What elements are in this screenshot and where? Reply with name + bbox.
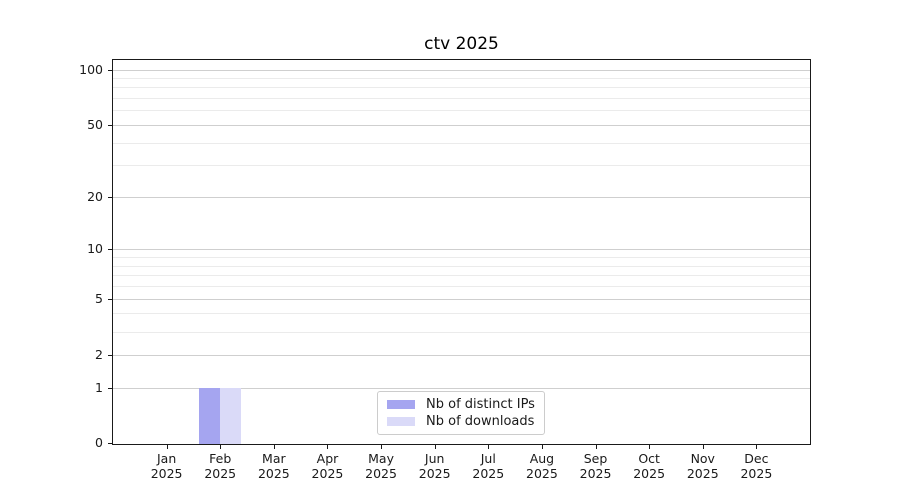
x-tick-year: 2025 — [740, 466, 773, 481]
legend-swatch-icon — [387, 400, 415, 409]
x-tick-year: 2025 — [472, 466, 505, 481]
y-gridline-minor-80 — [113, 87, 810, 89]
x-tick-apr — [327, 445, 329, 449]
bar-nb-of-downloads-feb — [220, 387, 242, 444]
y-gridline-minor-8 — [113, 265, 810, 267]
y-tick-label: 2 — [95, 346, 103, 362]
x-tick-dec — [756, 445, 758, 449]
x-tick-year: 2025 — [257, 466, 290, 481]
legend-item: Nb of distinct IPs — [387, 397, 535, 412]
x-tick-aug — [541, 445, 543, 449]
x-tick-month: Aug — [529, 451, 555, 466]
x-tick-month: May — [368, 451, 394, 466]
x-tick-year: 2025 — [526, 466, 558, 481]
x-tick-year: 2025 — [686, 466, 719, 481]
x-tick-year: 2025 — [204, 466, 237, 481]
x-tick-month: Jun — [424, 451, 445, 466]
x-tick-year: 2025 — [579, 466, 612, 481]
y-tick-label: 20 — [87, 188, 103, 204]
x-tick-jul — [488, 445, 490, 449]
x-tick-month: Jan — [156, 451, 177, 466]
y-gridline-minor-60 — [113, 110, 810, 112]
y-gridline-minor-30 — [113, 165, 810, 167]
x-tick-month: Nov — [690, 451, 715, 466]
x-tick-jan — [166, 445, 168, 449]
y-gridline-minor-9 — [113, 257, 810, 259]
x-tick-mar — [273, 445, 275, 449]
x-tick-label: Feb 2025 — [192, 451, 248, 481]
x-tick-label: Nov 2025 — [675, 451, 731, 481]
x-tick-label: Aug 2025 — [514, 451, 570, 481]
x-tick-year: 2025 — [633, 466, 666, 481]
legend: Nb of distinct IPs Nb of downloads — [377, 391, 545, 435]
y-tick-label: 100 — [79, 61, 103, 77]
x-tick-label: Jan 2025 — [139, 451, 195, 481]
x-tick-month: Apr — [316, 451, 339, 466]
legend-label: Nb of downloads — [426, 414, 535, 429]
x-tick-year: 2025 — [311, 466, 344, 481]
x-tick-feb — [220, 445, 222, 449]
x-tick-oct — [649, 445, 651, 449]
y-tick-10 — [108, 249, 112, 251]
x-tick-label: Oct 2025 — [621, 451, 677, 481]
y-gridline-minor-40 — [113, 142, 810, 144]
y-tick-20 — [108, 196, 112, 198]
y-gridline-minor-3 — [113, 331, 810, 333]
x-tick-label: Dec 2025 — [728, 451, 784, 481]
y-tick-100 — [108, 69, 112, 71]
y-gridline-100 — [113, 69, 810, 71]
y-gridline-minor-90 — [113, 77, 810, 79]
x-tick-may — [381, 445, 383, 449]
y-tick-label: 10 — [87, 241, 103, 257]
x-tick-month: Feb — [209, 451, 232, 466]
y-gridline-minor-4 — [113, 313, 810, 315]
y-gridline-5 — [113, 298, 810, 300]
chart-title: ctv 2025 — [424, 34, 499, 54]
y-gridline-10 — [113, 249, 810, 251]
x-tick-month: Sep — [583, 451, 608, 466]
y-gridline-1 — [113, 387, 810, 389]
x-tick-label: Jul 2025 — [460, 451, 516, 481]
x-tick-label: Sep 2025 — [568, 451, 624, 481]
x-tick-nov — [702, 445, 704, 449]
x-tick-label: May 2025 — [353, 451, 409, 481]
y-tick-5 — [108, 298, 112, 300]
y-gridline-20 — [113, 196, 810, 198]
x-tick-month: Jul — [480, 451, 496, 466]
x-tick-sep — [595, 445, 597, 449]
y-tick-label: 50 — [87, 116, 103, 132]
plot-area — [113, 60, 810, 444]
x-tick-label: Apr 2025 — [299, 451, 355, 481]
bar-nb-of-distinct-ips-feb — [199, 387, 221, 444]
y-tick-label: 0 — [95, 435, 103, 450]
y-tick-50 — [108, 124, 112, 126]
x-tick-month: Mar — [262, 451, 286, 466]
y-gridline-50 — [113, 124, 810, 126]
y-gridline-minor-6 — [113, 286, 810, 288]
y-gridline-minor-70 — [113, 98, 810, 100]
x-tick-year: 2025 — [418, 466, 451, 481]
y-tick-1 — [108, 387, 112, 389]
x-tick-year: 2025 — [365, 466, 397, 481]
y-tick-2 — [108, 354, 112, 356]
y-tick-label: 1 — [95, 379, 103, 395]
legend-swatch-icon — [387, 417, 415, 426]
x-tick-label: Jun 2025 — [407, 451, 463, 481]
x-tick-year: 2025 — [150, 466, 183, 481]
y-tick-label: 5 — [95, 290, 103, 306]
x-tick-month: Oct — [638, 451, 660, 466]
y-tick-0 — [108, 443, 112, 444]
y-gridline-2 — [113, 354, 810, 356]
x-tick-jun — [434, 445, 436, 449]
legend-item: Nb of downloads — [387, 414, 535, 429]
y-gridline-minor-7 — [113, 275, 810, 277]
x-tick-label: Mar 2025 — [246, 451, 302, 481]
x-tick-month: Dec — [744, 451, 769, 466]
legend-label: Nb of distinct IPs — [426, 397, 535, 412]
